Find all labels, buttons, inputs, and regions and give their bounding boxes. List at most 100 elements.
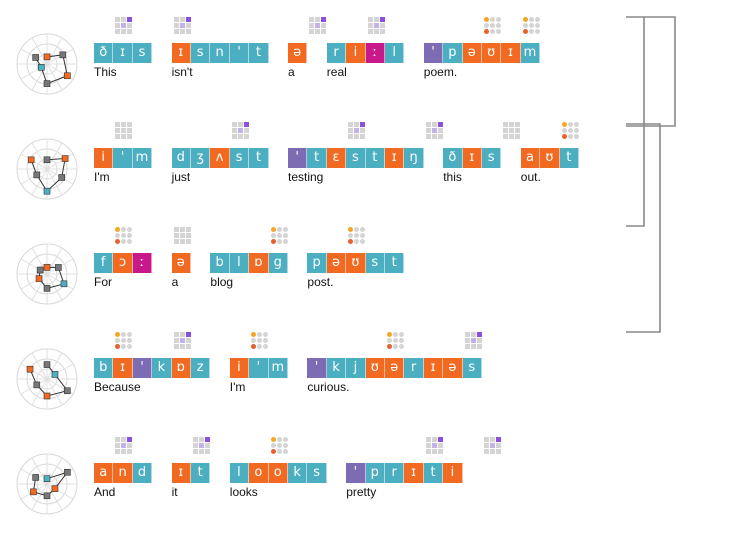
radar-node [35, 275, 43, 282]
feature-grid-mark [360, 227, 366, 232]
radar-node [32, 474, 39, 481]
radar-node [43, 361, 51, 368]
phoneme-cell: n [210, 43, 230, 63]
feature-grid-mark [193, 437, 198, 442]
feature-grid-mark [321, 23, 327, 28]
feature-grid-mark [470, 344, 476, 349]
feature-grid-mark [476, 338, 482, 343]
feature-grid-mark [515, 128, 521, 133]
feature-grid-mark [115, 449, 121, 454]
feature-grid-mark [367, 23, 373, 28]
feature-grid-mark [354, 227, 360, 232]
phoneme-cell: ' [249, 358, 269, 378]
word-label: just [171, 170, 191, 184]
feature-grid-mark [399, 332, 404, 337]
phoneme-cell: ' [288, 148, 308, 168]
feature-grid-mark [199, 443, 204, 448]
feature-grid-mark [276, 239, 282, 244]
feature-grid-mark [393, 344, 398, 349]
feature-grid-mark [315, 17, 321, 22]
word-label: I'm [229, 380, 246, 394]
feature-grid-mark [251, 338, 257, 343]
feature-grid-mark [270, 437, 276, 442]
phoneme-cell: t [249, 43, 269, 63]
feature-grid-mark [387, 344, 392, 349]
feature-grid-mark [490, 29, 495, 34]
feature-grid-mark [373, 23, 379, 28]
feature-grid-mark [528, 23, 534, 28]
phoneme-cell: r [404, 358, 424, 378]
phoneme-cell: ɪ [462, 148, 482, 168]
feature-grid-mark [173, 239, 179, 244]
feature-grid-mark [179, 23, 185, 28]
radar-spoke [46, 483, 63, 511]
feature-grid-mark [354, 122, 360, 127]
feature-grid-mark [115, 443, 121, 448]
feature-grid-mark [484, 23, 489, 28]
phoneme-cell: g [268, 253, 288, 273]
feature-grid-mark [185, 227, 191, 232]
feature-grid-mark [496, 443, 501, 448]
feature-grid-mark [425, 437, 431, 442]
feature-grid-mark [115, 227, 121, 232]
phoneme-cell: a [520, 148, 541, 168]
feature-grid-mark [115, 338, 121, 343]
radar-node [43, 53, 51, 61]
word-label: looks [229, 485, 258, 499]
feature-grid-mark [528, 29, 534, 34]
phoneme-cell: s [462, 358, 482, 378]
feature-grid-mark [243, 122, 249, 127]
feature-grid-mark [270, 449, 276, 454]
feature-grid-mark [496, 449, 501, 454]
feature-grid-mark [360, 134, 366, 139]
phoneme-cell: ŋ [404, 148, 424, 168]
phoneme-cell: z [191, 358, 211, 378]
phoneme-cell: t [423, 463, 444, 483]
feature-grid-mark [121, 338, 127, 343]
word-label: Because [94, 380, 141, 394]
feature-grid-mark [315, 23, 321, 28]
feature-grid-mark [464, 344, 470, 349]
feature-grid-mark [121, 134, 127, 139]
phoneme-cell: t [385, 253, 405, 273]
radar-node [59, 51, 67, 59]
phoneme-cell: j [346, 358, 366, 378]
phoneme-cell: ə [288, 43, 308, 63]
phoneme-cell: a [94, 463, 114, 483]
feature-grid-mark [121, 437, 127, 442]
feature-grid-mark [534, 17, 540, 22]
feature-grid-mark [354, 134, 360, 139]
feature-grid-mark [231, 128, 237, 133]
feature-grid-mark [173, 338, 179, 343]
feature-grid-mark [387, 332, 392, 337]
phoneme-cell: ' [307, 358, 327, 378]
phoneme-cell: l [385, 43, 405, 63]
radar-node [64, 72, 71, 80]
radar-node [43, 392, 51, 400]
phoneme-cell: r [326, 43, 347, 63]
feature-grid-mark [425, 443, 431, 448]
feature-grid-mark [496, 23, 501, 28]
phoneme-cell: ɒ [249, 253, 269, 273]
phoneme-cell: ʒ [191, 148, 211, 168]
phoneme-cell: ʌ [210, 148, 230, 168]
radar-spoke [46, 153, 74, 170]
phoneme-cell: ɪ [113, 358, 133, 378]
feature-grid-mark [185, 23, 191, 28]
feature-grid-mark [115, 134, 121, 139]
rhythm-radar-chart [16, 453, 78, 515]
phoneme-cell: b [210, 253, 230, 273]
feature-grid-mark [121, 443, 127, 448]
phoneme-cell: d [171, 148, 191, 168]
feature-grid-mark [179, 344, 185, 349]
feature-grid-mark [282, 443, 288, 448]
feature-grid-mark [251, 332, 257, 337]
feature-grid-mark [464, 338, 470, 343]
word-label: a [171, 275, 179, 289]
feature-grid-mark [437, 449, 443, 454]
phoneme-cell: i [346, 43, 366, 63]
phoneme-cell: ə [462, 43, 482, 63]
word-label: real [326, 65, 347, 79]
feature-grid-mark [263, 344, 269, 349]
